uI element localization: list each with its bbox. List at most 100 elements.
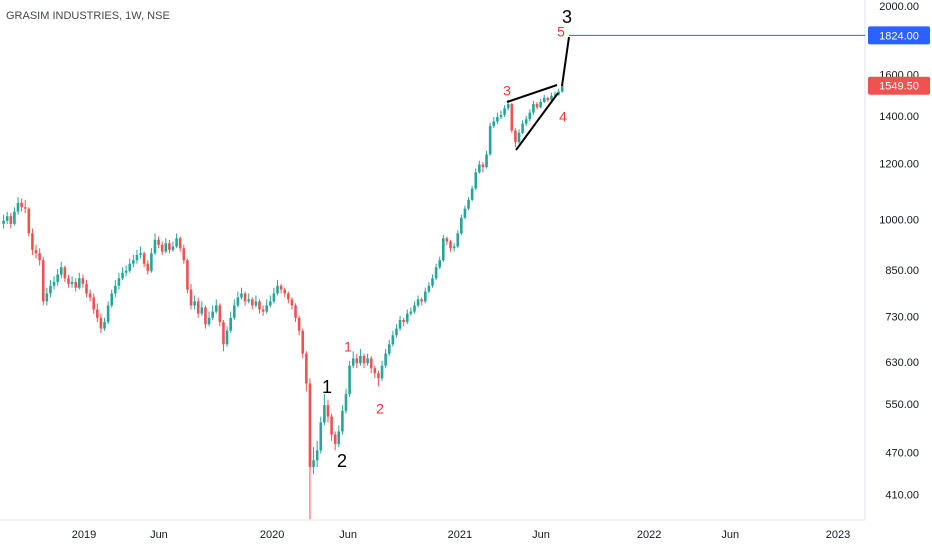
candle-body [488, 125, 492, 155]
candle-body [362, 356, 366, 364]
candle-body [517, 132, 521, 143]
candle-body [168, 243, 171, 250]
plot [2, 83, 564, 520]
x-tick-label: 2020 [260, 529, 284, 541]
candle-body [319, 422, 323, 451]
y-tick-label: 550.00 [885, 399, 919, 411]
candle-body [34, 249, 38, 254]
candle-body [81, 278, 85, 284]
candle-body [326, 405, 330, 417]
candle-body [45, 293, 49, 302]
candle-body [377, 373, 380, 379]
y-tick-label: 1000.00 [879, 215, 919, 227]
candle-body [351, 358, 355, 366]
candle-body [258, 301, 261, 310]
candle-body [49, 285, 52, 294]
candle-body [59, 267, 63, 275]
y-tick-label: 730.00 [885, 312, 919, 324]
candle-body [315, 450, 319, 461]
candle-body [178, 238, 182, 249]
candle-body [52, 281, 56, 286]
candle-body [214, 305, 218, 312]
candle-body [164, 243, 168, 252]
candle-body [387, 344, 391, 354]
wedge-bottom [515, 92, 559, 151]
wave-label: 3 [503, 83, 511, 99]
candle-body [196, 301, 200, 314]
candle-body [355, 358, 359, 364]
x-tick-label: 2023 [826, 529, 850, 541]
candle-body [272, 293, 276, 302]
candle-body [557, 91, 560, 95]
candle-body [254, 301, 258, 306]
candle-body [344, 394, 348, 411]
candle-body [312, 460, 315, 468]
candle-body [132, 260, 135, 264]
x-tick-label: Jun [532, 529, 550, 541]
wave-label: 2 [337, 451, 347, 471]
candle-body [38, 253, 41, 261]
candle-body [416, 299, 420, 306]
candle-body [142, 253, 146, 264]
candle-body [423, 291, 427, 302]
candle-body [16, 202, 20, 212]
candle-body [236, 297, 240, 306]
candle-body [384, 353, 387, 366]
candle-body [333, 434, 337, 444]
candle-body [13, 211, 16, 224]
candle-body [366, 358, 369, 364]
candle-body [287, 293, 290, 300]
price-label-box [868, 76, 930, 95]
candle-body [27, 208, 31, 234]
candle-body [535, 104, 539, 108]
candle-body [229, 317, 232, 331]
candle-body [452, 246, 456, 249]
candle-body [431, 278, 434, 286]
candle-body [175, 238, 178, 247]
candle-body [463, 208, 467, 218]
candle-body [139, 253, 142, 255]
candle-body [528, 112, 532, 120]
candle-body [398, 319, 402, 329]
candle-body [225, 330, 229, 345]
candle-body [200, 307, 204, 314]
candle-body [99, 317, 103, 329]
candle-body [41, 260, 45, 302]
candle-body [521, 123, 524, 133]
candle-body [250, 299, 254, 306]
wave-label: 2 [376, 401, 384, 417]
candle-body [135, 254, 139, 261]
candle-body [88, 293, 92, 298]
y-tick-label: 470.00 [885, 448, 919, 460]
candle-body [467, 199, 470, 209]
candle-body [308, 383, 312, 468]
candle-body [456, 233, 460, 247]
candle-body [150, 253, 153, 271]
candle-body [182, 248, 186, 261]
candle-body [211, 311, 214, 318]
candle-body [117, 278, 121, 286]
candle-body [539, 101, 542, 108]
candle-body [121, 272, 124, 279]
candle-body [9, 216, 13, 224]
candle-body [550, 95, 553, 100]
candle-body [265, 305, 269, 312]
candle-body [470, 188, 474, 200]
candle-body [301, 330, 305, 354]
chart-title: GRASIM INDUSTRIES, 1W, NSE [6, 10, 170, 22]
candle-body [409, 311, 413, 314]
x-tick-label: Jun [339, 529, 357, 541]
candle-body [153, 239, 157, 254]
wave-label: 3 [562, 7, 572, 27]
candle-body [290, 299, 294, 306]
candle-body [124, 270, 128, 273]
candle-body [171, 246, 175, 250]
candle-body [146, 263, 150, 271]
x-tick-label: 2019 [72, 529, 96, 541]
candle-body [532, 104, 535, 113]
candle-body [560, 85, 564, 92]
candle-body [391, 335, 395, 345]
candle-body [70, 281, 74, 284]
candle-body [341, 410, 344, 432]
